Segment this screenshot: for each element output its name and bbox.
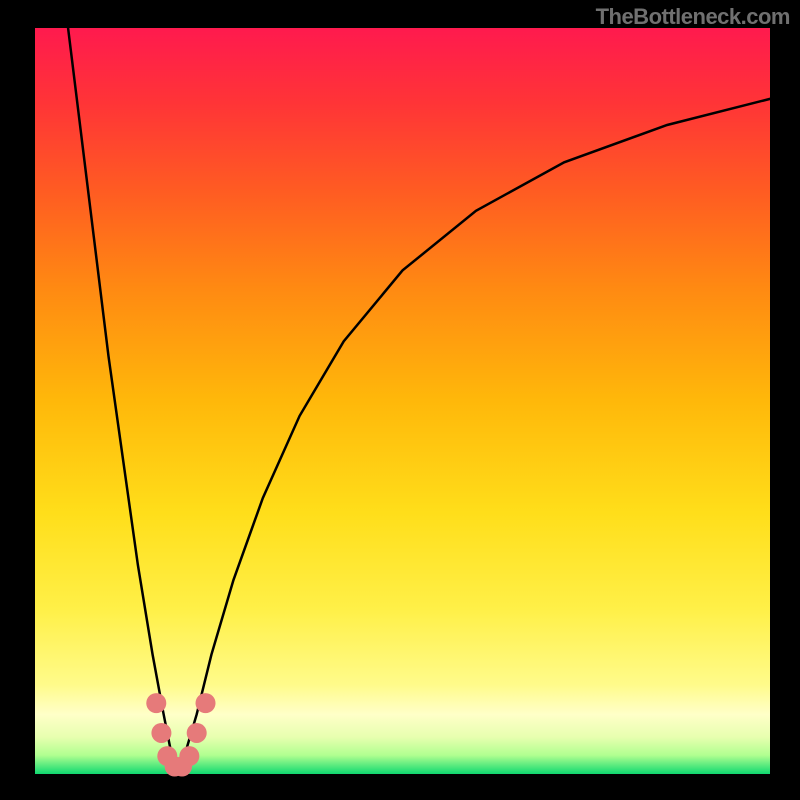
bottleneck-chart: TheBottleneck.com (0, 0, 800, 800)
plot-background (35, 28, 770, 774)
watermark-text: TheBottleneck.com (596, 4, 790, 30)
marker-point (196, 693, 216, 713)
marker-point (179, 746, 199, 766)
chart-svg (0, 0, 800, 800)
marker-point (146, 693, 166, 713)
marker-point (187, 723, 207, 743)
marker-point (151, 723, 171, 743)
